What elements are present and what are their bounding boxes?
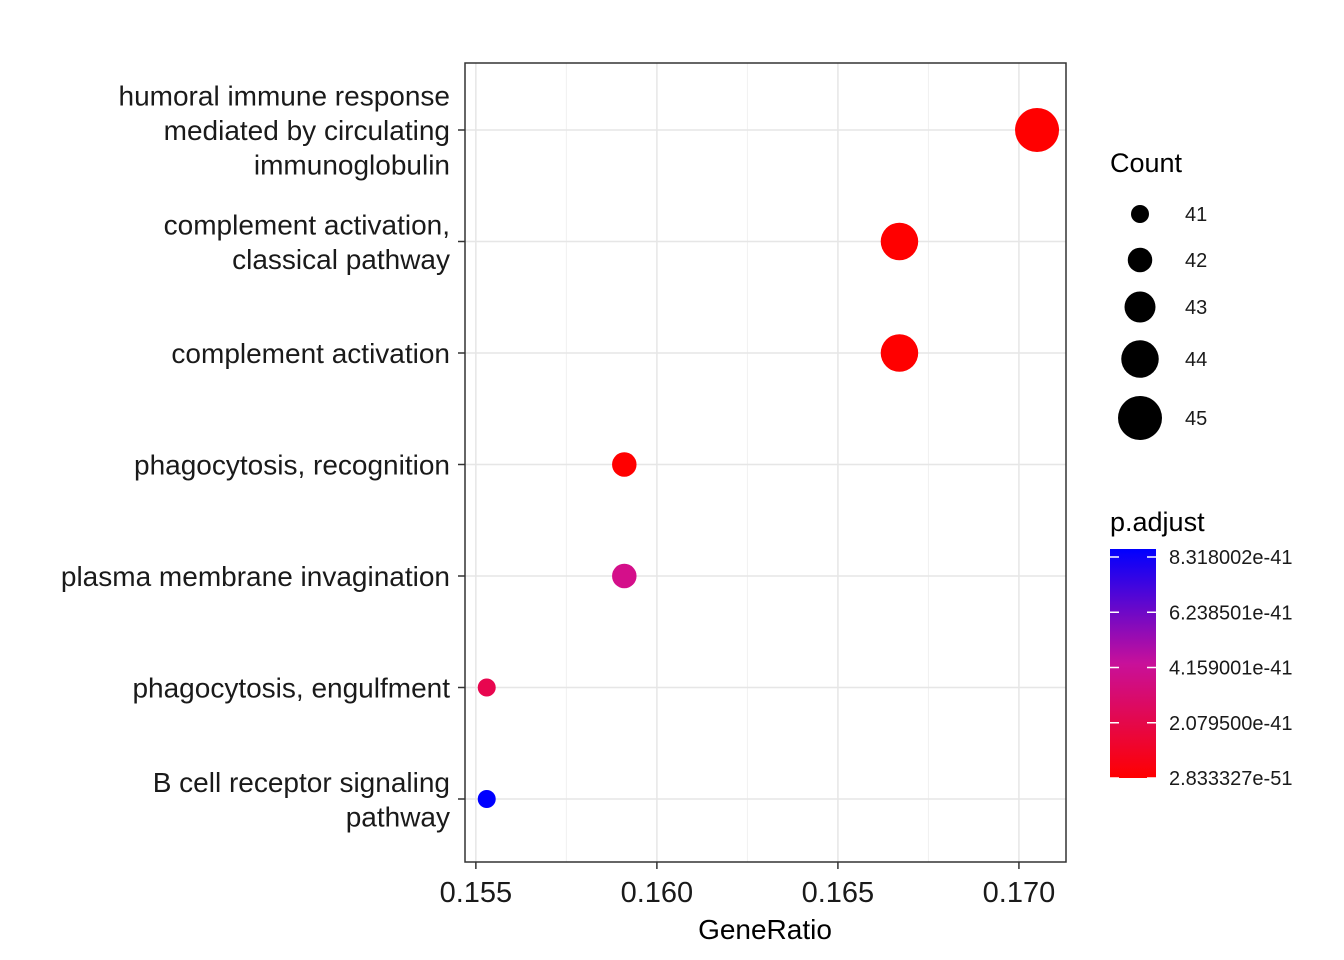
data-point	[477, 790, 496, 808]
x-tick-label: 0.155	[440, 877, 513, 909]
y-tick-label: humoral immune response mediated by circu…	[119, 81, 451, 181]
count-legend-label: 45	[1185, 408, 1207, 430]
y-tick-label-line: humoral immune response	[119, 81, 451, 112]
p-adjust-legend-title: p.adjust	[1110, 507, 1205, 537]
p-adjust-legend-label: 2.079500e-41	[1169, 713, 1292, 735]
p-adjust-legend-label: 2.833327e-51	[1169, 768, 1292, 790]
data-point	[880, 334, 919, 372]
y-tick-label: plasma membrane invagination	[61, 561, 450, 592]
count-legend-label: 42	[1185, 250, 1207, 272]
x-axis: 0.155 0.160 0.165 0.170	[440, 862, 1056, 909]
y-tick-label: complement activation	[171, 338, 450, 369]
y-tick-label-line: complement activation	[171, 338, 450, 369]
p-adjust-colorbar	[1110, 549, 1156, 778]
plot-panel	[465, 63, 1066, 862]
data-point	[477, 678, 496, 697]
y-tick-label: phagocytosis, recognition	[134, 450, 450, 481]
x-tick-label: 0.160	[621, 877, 694, 909]
count-legend-title: Count	[1110, 148, 1183, 178]
x-tick-label: 0.165	[802, 877, 875, 909]
count-legend-key	[1118, 396, 1162, 440]
plot-border	[464, 62, 1067, 863]
count-legend-key	[1121, 340, 1159, 378]
count-legend: Count 41 42 43 44 45	[1110, 148, 1207, 440]
y-tick-label-line: mediated by circulating	[164, 115, 450, 146]
count-legend-label: 41	[1185, 204, 1207, 226]
y-tick-label-line: immunoglobulin	[254, 150, 450, 181]
y-tick-label-line: pathway	[346, 801, 450, 832]
p-adjust-legend-label: 8.318002e-41	[1169, 547, 1292, 569]
data-points	[477, 108, 1060, 808]
data-point	[880, 222, 919, 261]
count-legend-key	[1124, 291, 1156, 323]
y-tick-label-line: complement activation,	[164, 209, 450, 240]
x-tick-label: 0.170	[983, 877, 1056, 909]
count-legend-key	[1131, 205, 1149, 223]
data-point	[1015, 108, 1060, 152]
y-tick-label-line: phagocytosis, engulfment	[132, 673, 450, 704]
y-tick-label-line: phagocytosis, recognition	[134, 450, 450, 481]
x-axis-title: GeneRatio	[698, 914, 832, 945]
y-tick-label: phagocytosis, engulfment	[132, 673, 450, 704]
count-legend-key	[1127, 247, 1153, 273]
p-adjust-legend-label: 4.159001e-41	[1169, 658, 1292, 680]
p-adjust-legend-label: 6.238501e-41	[1169, 602, 1292, 624]
y-tick-label-line: plasma membrane invagination	[61, 561, 450, 592]
count-legend-label: 43	[1185, 297, 1207, 319]
count-legend-label: 44	[1185, 349, 1207, 371]
grid-lines	[465, 63, 1066, 862]
data-point	[612, 452, 637, 477]
y-tick-label: B cell receptor signaling pathway	[153, 767, 450, 833]
p-adjust-legend: p.adjust 8.318002e-41 6.238501e-41 4.15900…	[1110, 507, 1292, 790]
y-axis: humoral immune response mediated by circu…	[61, 81, 465, 833]
y-tick-label-line: classical pathway	[232, 244, 450, 275]
y-tick-label-line: B cell receptor signaling	[153, 767, 450, 798]
data-point	[612, 563, 637, 589]
y-tick-label: complement activation, classical pathway	[164, 209, 450, 275]
